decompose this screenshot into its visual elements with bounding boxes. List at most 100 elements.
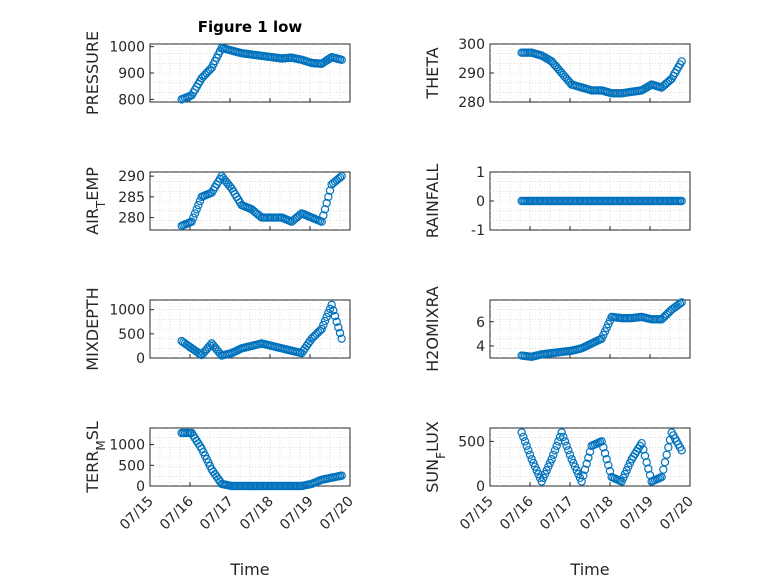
data-point [205,341,215,350]
y-tick-label: -1 [471,223,485,239]
data-point [320,205,330,214]
data-point [337,171,346,181]
data-point [324,308,333,318]
x-tick-label: 07/19 [277,494,317,534]
data-point [579,471,588,480]
data-point [555,432,565,442]
y-tick-label: 500 [458,434,485,450]
data-point [520,437,530,446]
data-point [319,211,328,220]
data-point [329,306,338,315]
subplot-sun-flux: 0 500 SUNFLUX 07/15 07/16 07/17 07/18 07/19 07/2… [423,421,697,579]
x-axis-label: Time [569,560,609,579]
data-point [319,320,328,330]
data-point [599,443,608,452]
data-point [559,432,568,442]
data-point [335,173,345,182]
data-point [192,205,201,214]
data-point [334,323,343,332]
data-point [677,298,686,307]
data-point [322,198,331,208]
y-tick-label: 4 [476,339,485,355]
data-point [522,441,531,451]
data-point [325,186,335,195]
data-point [602,455,611,464]
subplot-rainfall: -1 0 1 RAINFALL [423,164,691,239]
data-point [677,196,686,206]
data-point [337,471,346,480]
y-tick-label: 6 [476,315,485,331]
subplot-air-temp: 280 285 290 AIRTEMP [83,167,351,235]
y-tick-label: 500 [118,458,145,474]
x-tick-label: 07/16 [497,493,537,533]
data-point [517,428,526,437]
data-series [177,43,346,104]
y-tick-label: 1 [476,165,485,181]
data-point [677,57,686,66]
chart-title: Figure 1 low [198,18,303,36]
x-tick-label: 07/20 [317,494,357,534]
data-point [604,460,613,470]
data-series [177,428,346,491]
data-series [177,300,346,360]
x-tick-label: 07/19 [617,494,657,534]
y-tick-label: 290 [118,169,145,185]
data-point [549,450,558,459]
data-point [557,428,566,437]
data-point [187,217,196,226]
data-point [337,334,346,343]
data-series [517,298,686,361]
y-tick-label: 1000 [109,438,145,454]
data-point [317,324,326,334]
data-point [317,217,326,226]
data-point [190,209,200,218]
subplot-h2omixra: 4 6 H2OMIXRA [423,286,691,372]
y-tick-label: 1000 [109,40,145,56]
y-tick-label: 0 [136,479,145,495]
data-series [517,196,686,206]
data-point [547,455,556,464]
y-tick-label: 0 [136,351,145,367]
data-point [550,446,560,455]
y-tick-label: 500 [118,327,145,343]
data-point [194,200,203,210]
data-series [517,428,686,486]
data-point [582,459,591,468]
data-point [605,466,615,476]
x-tick-label: 07/16 [157,493,197,533]
y-axis-label: PRESSURE [83,31,102,115]
data-point [337,55,346,65]
data-point [600,449,610,458]
x-tick-label: 07/20 [657,494,697,534]
x-tick-label: 07/18 [237,494,277,534]
y-tick-label: 0 [476,479,485,495]
data-point [335,328,345,338]
data-point [677,446,686,455]
subplot-pressure: 800 900 1000 PRESSURE Figure 1 low [83,18,351,115]
y-axis-label: RAINFALL [423,164,442,239]
data-point [525,450,535,459]
data-point [552,441,561,451]
data-point [330,311,340,321]
data-point [524,446,533,455]
y-tick-label: 900 [118,66,145,82]
x-tick-label: 07/15 [457,494,497,534]
data-series [517,48,686,98]
data-point [580,465,590,474]
x-axis-label: Time [229,560,269,579]
subplot-theta: 280 290 300 THETA [423,37,691,111]
x-tick-label: 07/17 [537,494,577,534]
data-point [562,441,571,451]
y-tick-label: 280 [118,211,145,227]
y-axis-label: TERRMSL [83,421,108,494]
data-point [597,437,606,446]
data-point [675,299,685,308]
y-axis-label: MIXDEPTH [83,287,102,370]
data-point [322,312,331,322]
y-tick-label: 290 [458,66,485,82]
data-point [565,450,575,459]
data-point [585,447,595,456]
data-point [324,192,333,202]
data-point [584,453,593,462]
